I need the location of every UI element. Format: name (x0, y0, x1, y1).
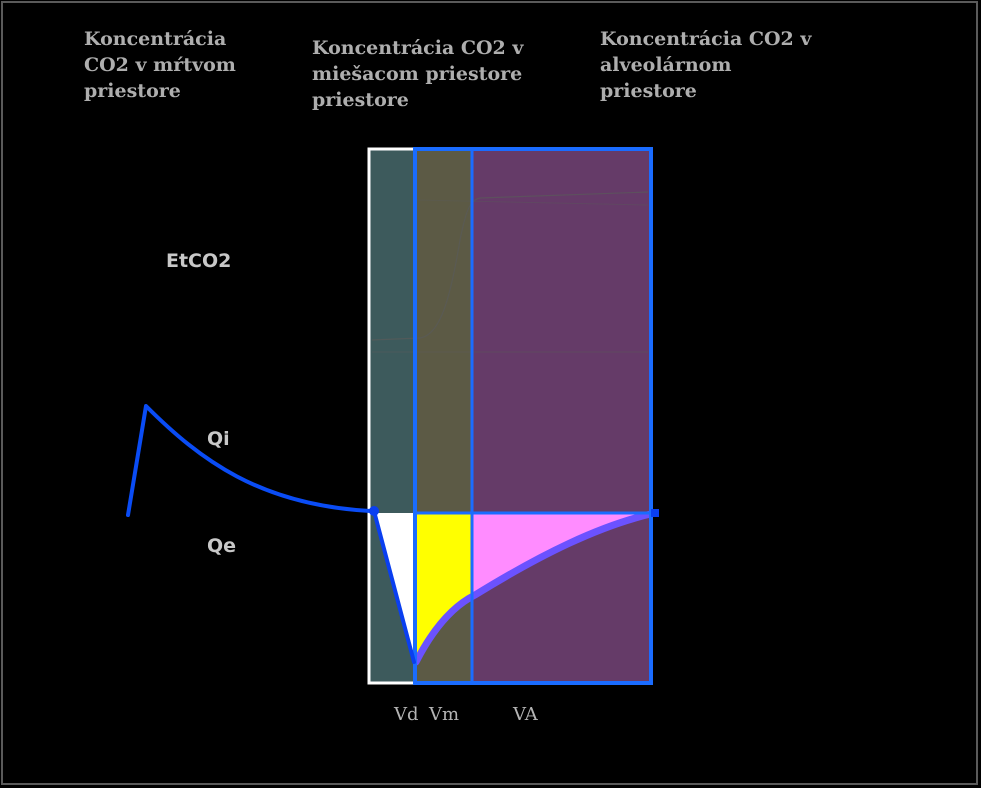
vd-label: Vd (394, 704, 419, 725)
blue-outer-outline (413, 147, 653, 685)
end-point (651, 509, 659, 517)
qi-label: Qi (207, 428, 230, 450)
va-area (471, 513, 655, 598)
inspiratory-flow-curve (126, 404, 372, 517)
heading-mixing-space: Koncentrácia CO2 v miešacom priestore pr… (312, 37, 524, 111)
return-curve (412, 509, 659, 666)
heading-alveolar-space: Koncentrácia CO2 v alveolárnom priestore (600, 28, 812, 102)
vm-area (416, 513, 471, 662)
etco2-label: EtCO2 (166, 250, 232, 272)
va-label: VA (513, 704, 538, 725)
qe-label: Qe (207, 535, 237, 557)
faint-plateau (415, 199, 649, 206)
heading-dead-space: Koncentrácia CO2 v mŕtvom priestore (84, 28, 236, 102)
expiratory-drop (372, 509, 416, 664)
vm-label: Vm (429, 704, 460, 725)
start-point (369, 506, 379, 516)
alveolar-space-compartment (472, 150, 650, 683)
